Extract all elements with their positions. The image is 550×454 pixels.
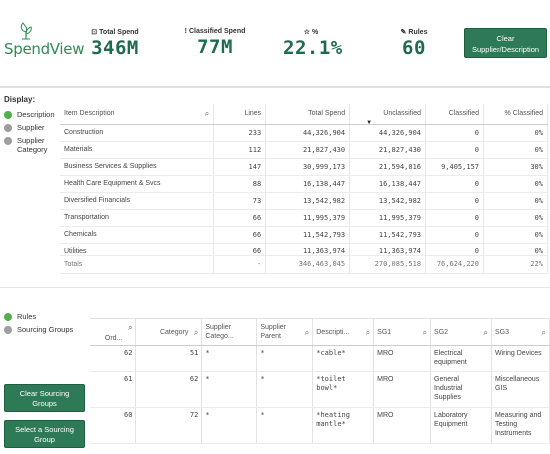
- total-spend-icon: ⊡: [91, 29, 98, 36]
- header-divider: [0, 86, 550, 88]
- radio-selected-icon: [4, 313, 12, 321]
- column-header-supplier-parent[interactable]: Supplier Parent ⌕: [256, 318, 314, 346]
- leaf-icon: [20, 22, 32, 40]
- kpi-label: Rules: [408, 29, 428, 36]
- radio-label: Sourcing Groups: [17, 325, 74, 334]
- radio-unselected-icon: [4, 124, 12, 132]
- table-row[interactable]: 62 51 * * *cable* MRO Electrical equipme…: [90, 345, 550, 372]
- exclamation-icon: !: [184, 28, 187, 35]
- search-icon[interactable]: ⌕: [193, 328, 199, 337]
- table-header-row: Item Description ⌕ Lines Total Spend Uncl…: [60, 104, 548, 126]
- totals-row: Totals -346,463,045 270,085,518 76,624,220 2…: [60, 254, 548, 274]
- column-header-sg1[interactable]: SG1 ⌕: [373, 318, 432, 346]
- display-option-supplier[interactable]: Supplier: [4, 123, 55, 132]
- column-header-item-description[interactable]: Item Description ⌕: [60, 104, 215, 125]
- search-icon[interactable]: ⌕: [483, 328, 488, 337]
- table-row[interactable]: Utilities 66 11,363,974 11,363,974 0 0%: [60, 243, 548, 256]
- radio-selected-icon: [4, 111, 12, 119]
- star-icon: ☆: [303, 29, 311, 36]
- search-icon[interactable]: ⌕: [304, 328, 310, 337]
- radio-label: Supplier Category: [17, 136, 48, 154]
- kpi-label: Total Spend: [99, 29, 139, 36]
- rules-options: Rules Sourcing Groups: [4, 312, 73, 338]
- radio-label: Description: [17, 110, 55, 119]
- search-icon[interactable]: ⌕: [127, 323, 133, 332]
- table-row[interactable]: Materials 112 21,827,430 21,827,430 0 0%: [60, 141, 548, 159]
- kpi-percent-classified: ☆% 22.1%: [283, 28, 343, 59]
- radio-unselected-icon: [4, 326, 12, 334]
- section-divider: [0, 287, 550, 288]
- option-rules[interactable]: Rules: [4, 312, 73, 321]
- radio-unselected-icon: [4, 137, 12, 145]
- column-header-sg2[interactable]: SG2 ⌕: [430, 318, 492, 346]
- column-header-percent-classified[interactable]: % Classified: [483, 104, 548, 125]
- edit-icon: ✎: [400, 29, 407, 36]
- column-header-category[interactable]: Category ⌕: [135, 318, 203, 346]
- clear-sourcing-groups-button[interactable]: Clear Sourcing Groups: [4, 384, 85, 412]
- column-header-total-spend[interactable]: Total Spend: [265, 104, 351, 125]
- column-header-sg3[interactable]: SG3 ⌕: [491, 318, 550, 346]
- select-sourcing-group-button[interactable]: Select a Sourcing Group: [4, 420, 85, 448]
- spendview-logo: SpendView: [4, 22, 85, 62]
- table-row[interactable]: Chemicals 66 11,542,793 11,542,793 0 0%: [60, 226, 548, 244]
- kpi-value: 346M: [91, 37, 139, 59]
- table-row[interactable]: Health Care Equipment & Svcs 88 16,138,447…: [60, 175, 548, 193]
- search-icon[interactable]: ⌕: [365, 328, 371, 337]
- clear-supplier-description-button[interactable]: Clear Supplier/Description: [464, 28, 547, 58]
- column-header-unclassified[interactable]: Unclassified ▼: [349, 104, 427, 126]
- table-row[interactable]: 60 72 * * *heating mantle* MRO Laborator…: [90, 407, 550, 444]
- kpi-classified-spend: ! Classified Spend 77M: [180, 28, 250, 58]
- kpi-label: Classified Spend: [188, 28, 246, 35]
- search-icon[interactable]: ⌕: [541, 328, 546, 337]
- option-sourcing-groups[interactable]: Sourcing Groups: [4, 325, 73, 334]
- table-row[interactable]: Construction 233 44,326,904 44,326,904 0 0%: [60, 124, 548, 142]
- column-header-description[interactable]: Descripti... ⌕: [312, 318, 375, 346]
- display-option-description[interactable]: Description: [4, 110, 55, 119]
- kpi-value: 22.1%: [283, 37, 343, 59]
- kpi-rules: ✎ Rules 60: [394, 28, 434, 59]
- logo-text: SpendView: [4, 40, 85, 58]
- column-header-supplier-category[interactable]: Supplier Catego...: [201, 318, 258, 346]
- display-options: Description Supplier Supplier Category: [4, 110, 55, 158]
- table-row[interactable]: Diversified Financials 73 13,542,982 13,542…: [60, 192, 548, 210]
- search-icon[interactable]: ⌕: [204, 109, 210, 118]
- kpi-label: %: [312, 29, 319, 36]
- display-label: Display:: [4, 95, 36, 104]
- search-icon[interactable]: ⌕: [422, 328, 428, 337]
- column-header-order[interactable]: Ord... ⌕: [90, 318, 137, 346]
- kpi-total-spend: ⊡ Total Spend 346M: [86, 28, 144, 59]
- header-bar: SpendView ⊡ Total Spend 346M ! Classified …: [0, 0, 550, 88]
- kpi-value: 77M: [197, 36, 233, 58]
- table-row[interactable]: Business Services & Supplies 147 30,999,17…: [60, 158, 548, 176]
- radio-label: Rules: [17, 312, 37, 321]
- radio-label: Supplier: [17, 123, 45, 132]
- column-header-lines[interactable]: Lines: [213, 104, 267, 125]
- rules-table: Ord... ⌕ Category ⌕ Supplier Catego... Sup…: [90, 318, 550, 444]
- table-row[interactable]: 61 62 * * *toilet bowl* MRO General Indu…: [90, 371, 550, 408]
- table-row[interactable]: Transportation 66 11,995,379 11,995,379 0 0%: [60, 209, 548, 227]
- sort-descending-icon: ▼: [366, 120, 373, 126]
- display-option-supplier-category[interactable]: Supplier Category: [4, 136, 55, 154]
- spend-table: Item Description ⌕ Lines Total Spend Uncl…: [60, 104, 548, 274]
- kpi-value: 60: [402, 37, 426, 59]
- column-header-classified[interactable]: Classified: [425, 104, 484, 125]
- table-header-row: Ord... ⌕ Category ⌕ Supplier Catego... Sup…: [90, 318, 550, 346]
